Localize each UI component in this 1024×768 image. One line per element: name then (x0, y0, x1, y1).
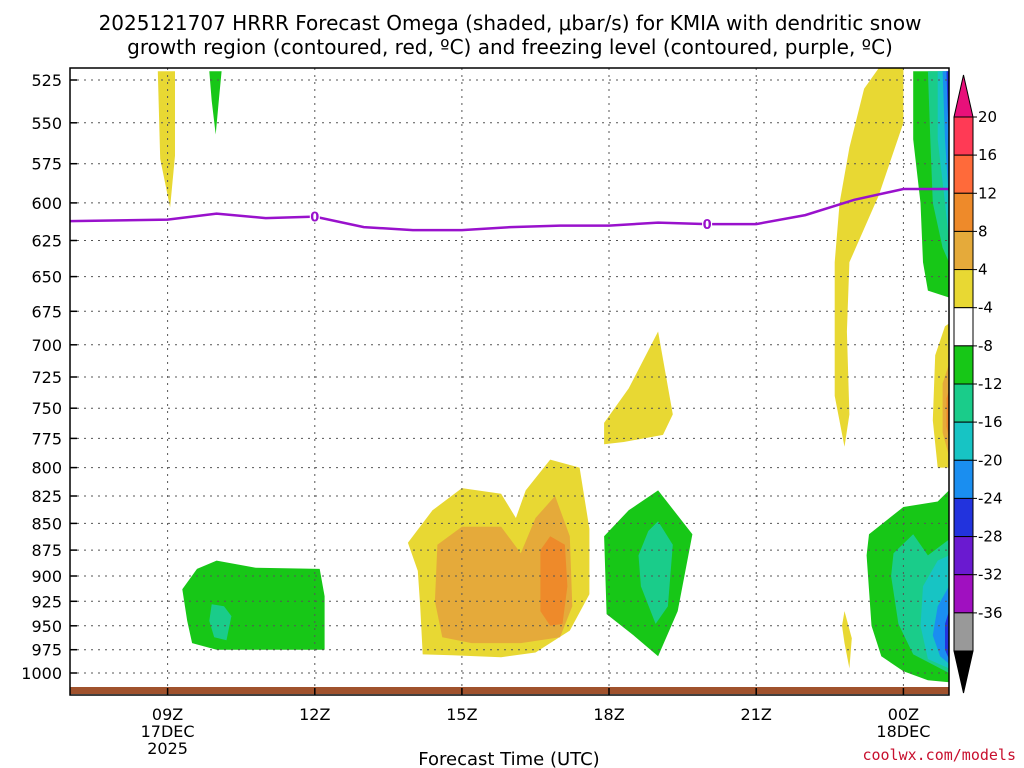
colorbar-swatch (953, 612, 974, 652)
plot-frame (69, 67, 950, 696)
colorbar-label: -36 (978, 604, 1003, 622)
colorbar-label: -28 (978, 528, 1003, 546)
title-line-2: growth region (contoured, red, ºC) and f… (127, 35, 893, 59)
colorbar-swatch (953, 192, 974, 232)
colorbar-swatch (953, 421, 974, 461)
colorbar-swatch (953, 459, 974, 499)
freezing-level-label: 0 (310, 211, 319, 226)
colorbar-swatch (953, 230, 974, 271)
colorbar-label: -20 (978, 451, 1003, 469)
colorbar-label: 12 (978, 184, 997, 202)
y-tick-label: 600 (31, 194, 62, 213)
omega-region-11 (842, 611, 852, 669)
freezing-level-line (69, 187, 949, 232)
y-tick-label: 800 (31, 459, 62, 478)
colorbar-label: -32 (978, 566, 1003, 584)
x-tick-label: 17DEC (141, 722, 195, 741)
omega-region-23 (942, 364, 949, 457)
y-tick-label: 575 (31, 155, 62, 174)
x-tick-label: 12Z (299, 705, 330, 724)
y-tick-label: 825 (31, 487, 62, 506)
colorbar-swatch (953, 383, 974, 423)
omega-region-1 (209, 71, 222, 135)
chart-title: 2025121707 HRRR Forecast Omega (shaded, … (99, 11, 922, 59)
colorbar-swatch (953, 154, 974, 194)
omega-region-2 (182, 560, 325, 650)
y-tick-label: 700 (31, 336, 62, 355)
y-tick-label: 750 (31, 399, 62, 418)
y-tick-label: 950 (31, 617, 62, 636)
y-tick-label: 550 (31, 114, 62, 133)
colorbar-swatch (953, 269, 974, 309)
freezing-label-bg (702, 216, 713, 231)
colorbar-label: -24 (978, 489, 1003, 507)
freezing-level-label: 0 (703, 218, 712, 233)
y-tick-label: 875 (31, 541, 62, 560)
colorbar-swatch (953, 307, 974, 347)
y-tick-label: 975 (31, 641, 62, 660)
omega-region-7 (604, 331, 673, 445)
ground-surface-layer (70, 687, 949, 694)
pressure-axis: 525 550 575 600 625 650 675 700 725 750 775 800 825 8… (21, 71, 77, 683)
y-tick-label: 625 (31, 232, 62, 251)
colorbar-label: 8 (978, 222, 988, 240)
colorbar-label: 20 (978, 108, 997, 126)
colorbar-label: -12 (978, 375, 1003, 393)
omega-region-3 (209, 604, 232, 641)
y-tick-label: 1000 (21, 664, 62, 683)
y-tick-label: 525 (31, 71, 62, 90)
colorbar-swatch (953, 536, 974, 576)
y-tick-label: 775 (31, 429, 62, 448)
freezing-label-bg (309, 208, 320, 223)
omega-region-6 (540, 536, 568, 626)
x-tick-label: 21Z (741, 705, 772, 724)
colorbar-label: -4 (978, 299, 993, 317)
colorbar-swatch (953, 574, 974, 614)
ground-surface (70, 687, 949, 694)
y-tick-label: 650 (31, 268, 62, 287)
y-tick-label: 925 (31, 592, 62, 611)
title-line-1: 2025121707 HRRR Forecast Omega (shaded, … (99, 11, 922, 35)
x-tick-label: 18DEC (876, 722, 930, 741)
omega-region-16 (945, 611, 949, 660)
x-tick-label: 00Z (888, 705, 919, 724)
y-tick-label: 675 (31, 302, 62, 321)
omega-region-0 (157, 71, 175, 208)
omega-colorbar: 20 16 12 8 4 -4 -8 -12 -16 -20 -24 -28 -32 -36 (953, 74, 1003, 694)
omega-region-10 (834, 68, 904, 447)
x-tick-label: 09Z (152, 705, 183, 724)
omega-shading-layer (157, 68, 949, 683)
site-credit: coolwx.com/models (862, 746, 1016, 764)
colorbar-label: -8 (978, 337, 993, 355)
x-axis-label: Forecast Time (UTC) (418, 749, 599, 768)
x-tick-label: 18Z (593, 705, 624, 724)
colorbar-top-arrow (953, 74, 974, 118)
colorbar-bottom-arrow (953, 650, 974, 694)
omega-region-15 (932, 586, 949, 664)
omega-region-5 (434, 496, 573, 644)
y-tick-label: 850 (31, 514, 62, 533)
omega-region-20 (942, 71, 949, 203)
x-tick-label: 15Z (446, 705, 477, 724)
omega-region-9 (638, 521, 673, 624)
colorbar-label: 4 (978, 261, 988, 279)
colorbar-swatch (953, 497, 974, 538)
y-tick-label: 900 (31, 567, 62, 586)
colorbar-label: -16 (978, 413, 1003, 431)
y-tick-label: 725 (31, 368, 62, 387)
colorbar-label: 16 (978, 146, 997, 164)
colorbar-swatch (953, 345, 974, 385)
colorbar-swatch (953, 116, 974, 156)
x-tick-label: 2025 (147, 739, 188, 758)
